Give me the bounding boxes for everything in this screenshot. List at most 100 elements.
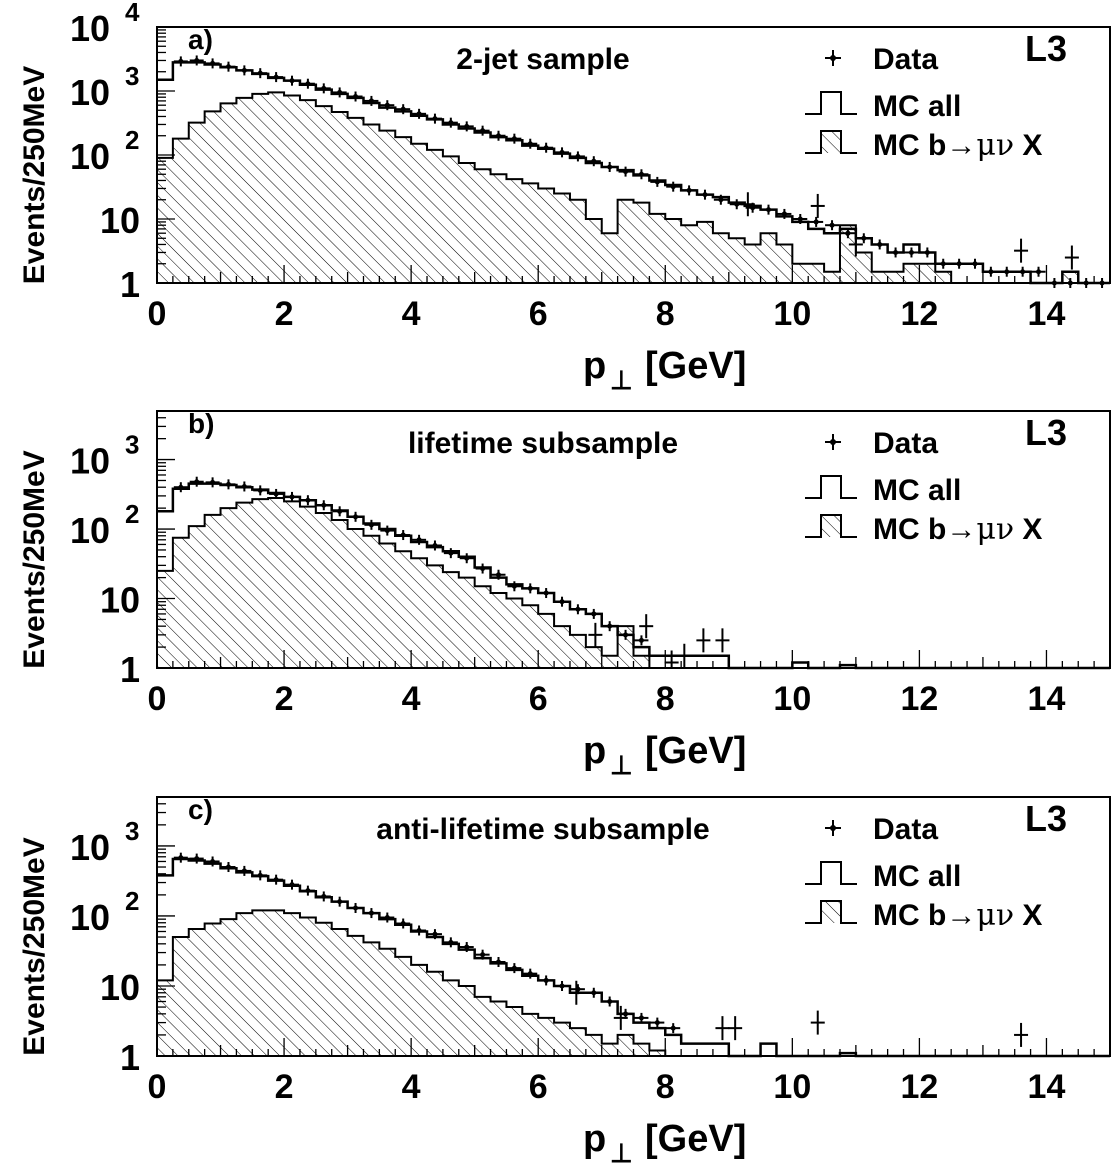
- data-point: [237, 865, 252, 876]
- data-point: [205, 477, 220, 488]
- y-tick-exponent: 3: [125, 430, 139, 460]
- data-point: [380, 100, 395, 111]
- data-point: [634, 635, 649, 646]
- data-point: [396, 530, 411, 541]
- x-axis-label-main: p: [583, 345, 606, 387]
- data-point: [1015, 266, 1030, 277]
- x-axis-label: p ⊥ [GeV]: [583, 730, 746, 780]
- legend-mc-b-marker: [805, 900, 857, 924]
- data-point: [904, 247, 919, 258]
- data-point: [332, 896, 347, 907]
- data-point: [872, 239, 887, 250]
- data-point: [380, 912, 395, 923]
- data-point: [253, 485, 268, 496]
- x-axis-label: p ⊥ [GeV]: [583, 345, 746, 395]
- chart-title: anti-lifetime subsample: [376, 813, 709, 846]
- data-point: [1014, 238, 1029, 263]
- y-tick-exponent: 2: [125, 125, 139, 155]
- data-point: [269, 874, 284, 885]
- series-mc-all: [157, 61, 1110, 285]
- y-axis-label: Events/250MeV: [18, 66, 51, 284]
- y-tick-base: 10: [70, 136, 110, 177]
- x-tick-label: 14: [1028, 295, 1066, 333]
- x-tick-label: 4: [402, 680, 421, 718]
- data-point: [570, 151, 585, 162]
- data-point: [697, 189, 712, 200]
- x-tick-label: 0: [148, 680, 167, 718]
- data-point: [570, 604, 585, 615]
- x-tick-label: 12: [900, 680, 938, 718]
- data-point: [1031, 266, 1046, 277]
- data-point: [810, 193, 825, 218]
- data-point: [810, 1010, 825, 1035]
- data-point: [475, 949, 490, 960]
- x-tick-label: 2: [275, 295, 294, 333]
- panel-label: b): [188, 408, 214, 439]
- legend-mc-all-label: MC all: [873, 90, 961, 123]
- y-tick-label: 10 2: [70, 125, 140, 177]
- data-point: [459, 121, 474, 132]
- legend-mc-b-marker: [805, 514, 857, 538]
- y-tick-label: 1: [120, 1037, 140, 1078]
- y-tick-base: 1: [120, 649, 140, 690]
- data-point: [491, 130, 506, 141]
- data-point: [316, 891, 331, 902]
- data-point: [269, 72, 284, 83]
- y-tick-label: 1: [120, 649, 140, 690]
- data-point: [920, 247, 935, 258]
- data-point: [173, 852, 188, 863]
- y-tick-base: 1: [120, 1037, 140, 1078]
- x-axis-label-sub: ⊥: [610, 1138, 633, 1163]
- data-point: [189, 476, 204, 487]
- data-point: [205, 856, 220, 867]
- data-point: [396, 104, 411, 115]
- y-tick-base: 10: [100, 967, 140, 1008]
- data-point: [205, 58, 220, 69]
- data-point: [348, 91, 363, 102]
- data-point: [888, 247, 903, 258]
- x-tick-label: 12: [900, 1068, 938, 1106]
- data-point: [740, 192, 755, 217]
- x-tick-label: 6: [529, 680, 548, 718]
- x-tick-label: 12: [900, 295, 938, 333]
- x-tick-label: 6: [529, 1068, 548, 1106]
- legend-mc-b-label: MC b→μν X: [873, 898, 1042, 933]
- data-point: [443, 937, 458, 948]
- x-tick-label: 4: [402, 295, 421, 333]
- x-tick-label: 6: [529, 295, 548, 333]
- data-point: [999, 266, 1014, 277]
- data-point: [285, 491, 300, 502]
- y-tick-label: 10 2: [70, 499, 140, 551]
- data-point: [443, 548, 458, 559]
- data-point: [1064, 245, 1079, 270]
- y-tick-exponent: 3: [125, 61, 139, 91]
- data-point: [396, 918, 411, 929]
- legend-data-label: Data: [873, 813, 938, 846]
- panel-label: a): [188, 24, 213, 55]
- data-point: [1014, 1022, 1029, 1047]
- data-point: [555, 980, 570, 991]
- data-point: [555, 147, 570, 158]
- panel-label: c): [188, 794, 213, 825]
- data-point: [412, 925, 427, 936]
- x-axis-label-sub: ⊥: [610, 365, 633, 395]
- data-point: [618, 629, 633, 640]
- data-point: [221, 61, 236, 72]
- data-point: [634, 169, 649, 180]
- data-point: [507, 963, 522, 974]
- y-tick-label: 1: [120, 264, 140, 305]
- panel-b: 0 2 4 6 8 10 12 14 1 10 10 2 10 3 Events/250MeV p ⊥ [GeV]…: [18, 408, 1111, 780]
- data-point: [793, 214, 808, 224]
- x-axis-label-unit: [GeV]: [645, 345, 746, 387]
- data-point: [507, 133, 522, 144]
- y-tick-label: 10: [100, 200, 140, 241]
- y-tick-exponent: 2: [125, 499, 139, 529]
- data-point: [840, 228, 855, 239]
- data-point: [936, 258, 951, 269]
- y-tick-label: 10 2: [70, 886, 140, 938]
- x-tick-label: 2: [275, 680, 294, 718]
- legend-mc-b-hatch: [821, 131, 841, 153]
- x-tick-label: 8: [656, 295, 675, 333]
- x-axis-label: p ⊥ [GeV]: [583, 1118, 746, 1163]
- legend-mc-all-label: MC all: [873, 860, 961, 893]
